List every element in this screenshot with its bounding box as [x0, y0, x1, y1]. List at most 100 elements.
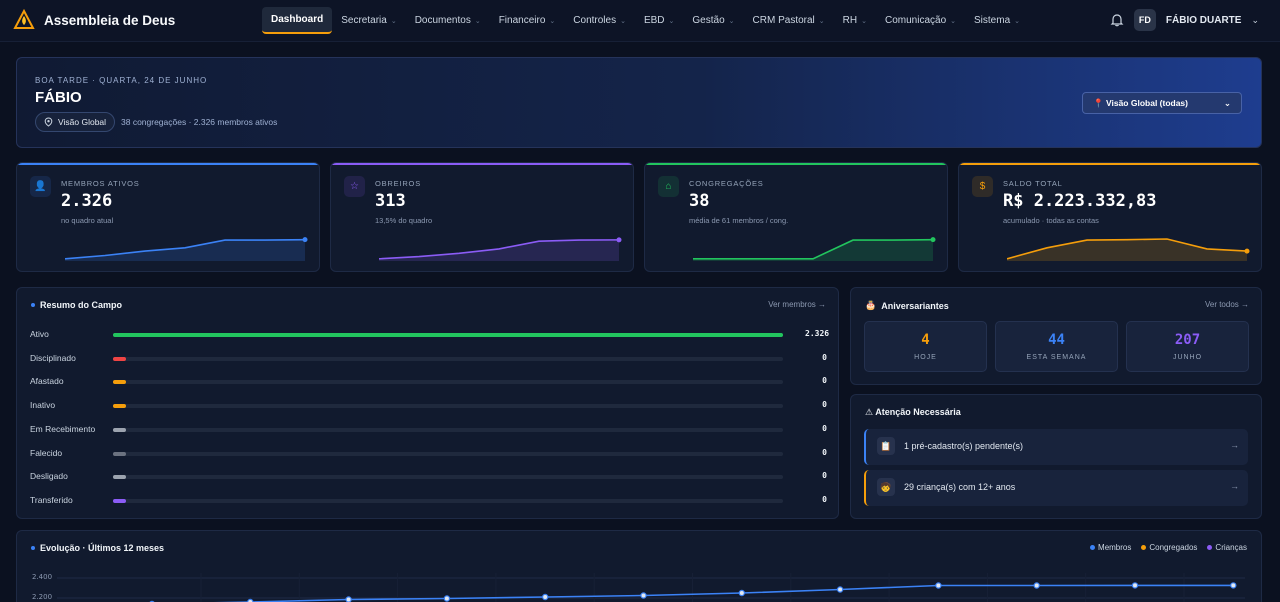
chevron-down-icon: ⌄ [1014, 17, 1021, 25]
chevron-down-icon: ⌄ [728, 17, 735, 25]
nav-item-financeiro[interactable]: Financeiro ⌄ [490, 7, 565, 34]
nav-item-rh[interactable]: RH ⌄ [834, 7, 876, 34]
main-menu: Dashboard Secretaria ⌄ Documentos ⌄ Financeir… [262, 7, 1029, 34]
legend-item[interactable]: Congregados [1141, 543, 1197, 552]
birthday-stat-esta-semana[interactable]: 44 ESTA SEMANA [995, 321, 1118, 372]
greeting: BOA TARDE · QUARTA, 24 DE JUNHO [35, 76, 208, 85]
nav-item-gestão[interactable]: Gestão ⌄ [683, 7, 743, 34]
sparkline-point [930, 237, 936, 243]
status-label: Ativo [30, 329, 49, 339]
data-point [836, 586, 844, 593]
status-row[interactable]: Ativo 2.326 [30, 329, 830, 341]
sparkline [693, 237, 936, 261]
sparkline-line [65, 238, 306, 260]
nav-item-label: Financeiro [498, 15, 546, 26]
card-value: 2.326 [61, 191, 113, 211]
user-name[interactable]: FÁBIO DUARTE [1165, 14, 1242, 26]
nav-item-secretaria[interactable]: Secretaria ⌄ [332, 7, 405, 34]
panel-title: Evolução · Últimos 12 meses [31, 543, 164, 553]
church-icon: ⌂ [658, 176, 679, 197]
stat-card-obreiros[interactable]: ☆ OBREIROS 313 13,5% do quadro [330, 162, 634, 272]
nav-item-dashboard[interactable]: Dashboard [262, 7, 333, 34]
birthday-stat-hoje[interactable]: 4 HOJE [864, 321, 987, 372]
attention-item[interactable]: 📋 1 pré-cadastro(s) pendente(s) → [864, 429, 1248, 465]
nav-item-comunicação[interactable]: Comunicação ⌄ [876, 7, 965, 34]
stat-card-membros-ativos[interactable]: 👤 MEMBROS ATIVOS 2.326 no quadro atual [16, 162, 320, 272]
status-row[interactable]: Em Recebimento 0 [30, 424, 830, 436]
nav-item-documentos[interactable]: Documentos ⌄ [406, 7, 490, 34]
see-members-link[interactable]: Ver membros → [768, 300, 826, 309]
status-row[interactable]: Afastado 0 [30, 376, 830, 388]
birthday-stat-junho[interactable]: 207 JUNHO [1126, 321, 1249, 372]
card-accent-bar [645, 163, 947, 165]
status-bar-track [113, 356, 783, 361]
legend-swatch [1141, 545, 1147, 551]
sparkline-line [379, 239, 620, 260]
evolution-title: Evolução · Últimos 12 meses [40, 543, 165, 553]
nav-item-crm-pastoral[interactable]: CRM Pastoral ⌄ [744, 7, 834, 34]
panel-title: 🎂 Aniversariantes [865, 300, 949, 311]
sparkline-line [1007, 238, 1248, 260]
legend-label: Congregados [1149, 543, 1198, 552]
cake-icon: 🎂 [865, 300, 877, 310]
status-row[interactable]: Disciplinado 0 [30, 353, 830, 365]
sparkline-area [1007, 239, 1247, 261]
chevron-down-icon: ⌄ [1223, 97, 1231, 108]
nav-item-label: Dashboard [271, 14, 324, 25]
legend-item[interactable]: Crianças [1207, 543, 1247, 552]
clipboard-icon: 📋 [877, 437, 895, 455]
star-icon: ☆ [344, 176, 365, 197]
nav-item-label: Controles [573, 15, 617, 26]
status-count: 0 [822, 400, 827, 410]
nav-item-label: Sistema [974, 15, 1011, 26]
nav-item-label: EBD [643, 15, 665, 26]
data-point [935, 582, 942, 589]
status-label: Inativo [30, 400, 56, 411]
status-row[interactable]: Falecido 0 [30, 448, 830, 460]
status-bar-fill [113, 333, 783, 337]
sparkline [1007, 238, 1250, 261]
legend-label: Membros [1098, 543, 1132, 552]
attention-item[interactable]: 🧒 29 criança(s) com 12+ anos → [864, 470, 1248, 506]
brand[interactable]: Assembleia de Deus [13, 9, 175, 31]
data-point [247, 598, 254, 602]
chevron-down-icon: ⌄ [620, 17, 626, 25]
summary-title: Resumo do Campo [40, 300, 123, 310]
chevron-down-icon[interactable]: ⌄ [1251, 14, 1259, 25]
see-all-link[interactable]: Ver todos → [1204, 300, 1249, 309]
data-point [1131, 582, 1139, 589]
nav-item-sistema[interactable]: Sistema ⌄ [965, 7, 1029, 34]
scope-select[interactable]: 📍 Visão Global (todas) ⌄ [1082, 92, 1242, 114]
arrow-right-icon: → [1230, 481, 1239, 491]
data-point [738, 589, 746, 597]
card-label: OBREIROS [375, 179, 421, 188]
attention-text: 29 criança(s) com 12+ anos [904, 482, 1016, 492]
bullet-dot [31, 546, 35, 550]
status-label: Afastado [30, 376, 64, 387]
avatar[interactable]: FD [1133, 9, 1156, 31]
chevron-down-icon: ⌄ [549, 17, 556, 25]
status-row[interactable]: Transferido 0 [30, 495, 830, 507]
bell-icon[interactable] [1110, 13, 1124, 27]
hero-summary: 38 congregações · 2.326 membros ativos [121, 117, 278, 127]
data-point [345, 596, 352, 602]
card-accent-bar [331, 163, 633, 165]
status-label: Transferido [30, 494, 73, 505]
logo-icon [13, 9, 35, 29]
dollar-icon: $ [972, 176, 993, 197]
nav-item-ebd[interactable]: EBD ⌄ [635, 7, 683, 34]
data-point [1230, 582, 1237, 589]
nav-item-controles[interactable]: Controles ⌄ [564, 7, 635, 34]
status-row[interactable]: Inativo 0 [30, 400, 830, 412]
sparkline-line [693, 238, 934, 260]
scope-chip[interactable]: Visão Global [35, 112, 116, 132]
stat-card-congregações[interactable]: ⌂ CONGREGAÇÕES 38 média de 61 membros / … [644, 162, 948, 272]
status-row[interactable]: Desligado 0 [30, 471, 830, 483]
legend-item[interactable]: Membros [1090, 543, 1131, 552]
evolution-chart [57, 573, 1245, 602]
stat-card-saldo-total[interactable]: $ SALDO TOTAL R$ 2.223.332,83 acumulado … [958, 162, 1262, 272]
nav-item-label: Comunicação [884, 15, 947, 26]
chevron-down-icon: ⌄ [474, 17, 481, 25]
card-value: 38 [689, 191, 710, 211]
legend-swatch [1207, 545, 1213, 551]
